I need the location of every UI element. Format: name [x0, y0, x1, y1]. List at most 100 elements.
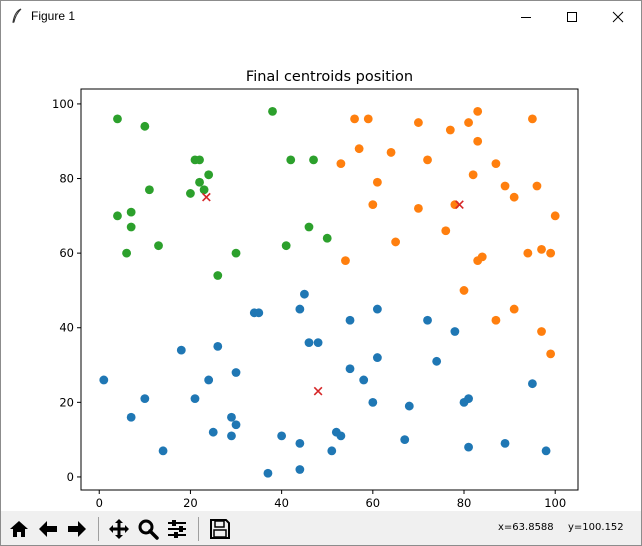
close-button[interactable]	[595, 1, 641, 32]
data-point	[345, 364, 355, 374]
window-title: Figure 1	[31, 9, 76, 23]
data-point	[372, 177, 382, 187]
data-point	[523, 248, 533, 258]
x-tick-label: 100	[544, 496, 566, 510]
data-point	[532, 181, 542, 191]
title-bar[interactable]: Figure 1	[1, 1, 641, 32]
data-point	[400, 435, 410, 445]
data-point	[322, 233, 332, 243]
data-point	[336, 431, 346, 441]
data-point	[195, 155, 204, 165]
data-point	[231, 248, 241, 258]
navigation-toolbar: x=63.8588 y=100.152	[1, 511, 641, 545]
data-point	[423, 155, 432, 165]
data-point	[99, 375, 109, 385]
data-point	[477, 252, 487, 262]
arrow-right-icon	[68, 521, 86, 537]
x-axis: 0 20 40 60 80 100	[96, 490, 566, 510]
data-point	[500, 438, 510, 448]
data-point	[281, 241, 291, 251]
data-point	[126, 207, 136, 217]
arrow-left-icon	[39, 521, 57, 537]
configure-subplots-button[interactable]	[164, 516, 190, 542]
data-point	[227, 431, 236, 441]
data-point	[464, 394, 473, 404]
data-point	[231, 368, 241, 377]
maximize-button[interactable]	[549, 1, 595, 32]
data-point	[368, 200, 378, 210]
data-point	[354, 144, 364, 154]
data-point	[304, 338, 314, 348]
pan-button[interactable]	[106, 516, 132, 542]
scatter-chart: Final centroids position 0 20 40 60 80 100 0 2…	[52, 69, 579, 510]
forward-button[interactable]	[64, 516, 90, 542]
axes-frame	[80, 88, 579, 491]
data-point	[541, 446, 551, 456]
data-point	[304, 222, 314, 232]
data-point	[208, 427, 218, 437]
data-point	[500, 181, 510, 191]
move-icon	[109, 519, 129, 539]
centroid-marker	[313, 386, 323, 396]
data-points	[99, 106, 560, 478]
minimize-icon	[521, 16, 531, 18]
toolbar-separator	[198, 517, 199, 541]
coordinate-x-readout: x=63.8588	[498, 522, 554, 533]
data-point	[491, 159, 501, 169]
data-point	[204, 375, 214, 385]
data-point	[450, 200, 460, 210]
x-tick-label: 80	[457, 496, 472, 510]
data-point	[199, 185, 209, 195]
data-point	[386, 148, 396, 157]
centroid-marker	[455, 200, 464, 210]
centroid-stroke	[202, 192, 211, 202]
data-point	[144, 185, 154, 195]
data-point	[227, 412, 236, 422]
centroid-stroke	[455, 200, 464, 210]
data-point	[268, 106, 277, 116]
data-point	[140, 394, 150, 404]
data-point	[450, 327, 460, 336]
save-button[interactable]	[207, 516, 233, 542]
data-point	[213, 271, 223, 280]
data-point	[368, 397, 378, 407]
data-point	[327, 446, 337, 456]
data-point	[528, 379, 537, 389]
data-point	[528, 114, 537, 124]
data-point	[336, 159, 346, 169]
data-point	[491, 315, 501, 325]
data-point	[537, 245, 546, 254]
data-point	[550, 211, 560, 221]
y-tick-label: 100	[52, 97, 74, 111]
x-tick-label: 0	[96, 496, 103, 510]
data-point	[154, 241, 163, 251]
data-point	[309, 155, 318, 165]
data-point	[509, 304, 519, 314]
data-point	[113, 114, 122, 124]
data-point	[231, 420, 241, 430]
close-icon	[612, 11, 624, 22]
data-point	[190, 394, 200, 404]
data-point	[473, 106, 483, 116]
data-point	[363, 114, 373, 124]
minimize-button[interactable]	[503, 1, 549, 32]
zoom-button[interactable]	[135, 516, 161, 542]
data-point	[140, 121, 150, 131]
data-point	[537, 327, 546, 336]
data-point	[464, 442, 473, 452]
data-point	[468, 170, 478, 180]
x-tick-label: 60	[365, 496, 380, 510]
maximize-icon	[567, 11, 577, 22]
feather-icon	[12, 8, 22, 24]
home-button[interactable]	[6, 516, 32, 542]
x-tick-label: 20	[183, 496, 198, 510]
figure-canvas[interactable]: Final centroids position 0 20 40 60 80 100 0 2…	[1, 32, 641, 511]
floppy-disk-icon	[210, 519, 230, 539]
data-point	[432, 356, 442, 366]
data-point	[204, 170, 214, 180]
data-point	[445, 125, 455, 135]
back-button[interactable]	[35, 516, 61, 542]
centroid-marker	[202, 192, 211, 202]
data-point	[313, 338, 323, 348]
